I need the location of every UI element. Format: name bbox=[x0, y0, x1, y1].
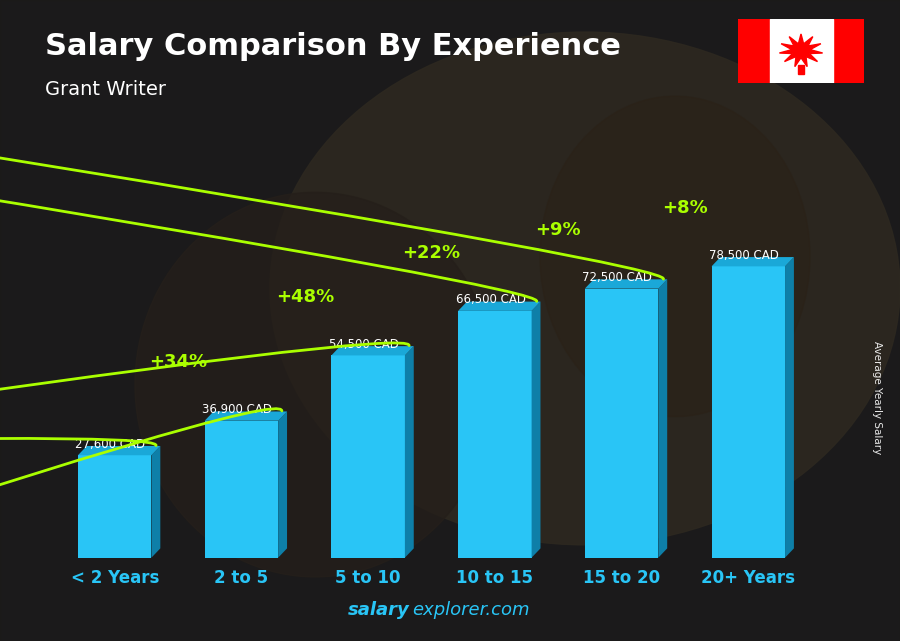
Polygon shape bbox=[331, 346, 414, 355]
Text: 36,900 CAD: 36,900 CAD bbox=[202, 403, 272, 416]
Text: +8%: +8% bbox=[662, 199, 707, 217]
Polygon shape bbox=[458, 302, 541, 311]
Ellipse shape bbox=[135, 192, 495, 577]
Polygon shape bbox=[151, 446, 160, 558]
Text: explorer.com: explorer.com bbox=[412, 601, 530, 619]
Text: +48%: +48% bbox=[275, 288, 334, 306]
Polygon shape bbox=[658, 279, 667, 558]
Text: +9%: +9% bbox=[536, 221, 581, 239]
Ellipse shape bbox=[270, 32, 900, 545]
Text: Average Yearly Salary: Average Yearly Salary bbox=[872, 341, 883, 454]
Bar bbox=[712, 267, 785, 558]
Polygon shape bbox=[712, 257, 794, 267]
Bar bbox=[78, 455, 151, 558]
Polygon shape bbox=[785, 257, 794, 558]
Text: 27,600 CAD: 27,600 CAD bbox=[76, 438, 146, 451]
Bar bbox=[331, 355, 405, 558]
Text: 54,500 CAD: 54,500 CAD bbox=[328, 338, 399, 351]
Bar bbox=[738, 19, 770, 83]
Text: +22%: +22% bbox=[402, 244, 461, 262]
Polygon shape bbox=[405, 346, 414, 558]
Bar bbox=[204, 420, 278, 558]
Polygon shape bbox=[78, 446, 160, 455]
Polygon shape bbox=[585, 279, 667, 288]
Polygon shape bbox=[204, 412, 287, 420]
Text: salary: salary bbox=[347, 601, 410, 619]
Text: 78,500 CAD: 78,500 CAD bbox=[709, 249, 778, 262]
Text: 72,500 CAD: 72,500 CAD bbox=[582, 271, 652, 284]
Text: +34%: +34% bbox=[149, 353, 207, 371]
Polygon shape bbox=[779, 34, 823, 67]
Text: Grant Writer: Grant Writer bbox=[45, 80, 166, 99]
Text: Salary Comparison By Experience: Salary Comparison By Experience bbox=[45, 32, 621, 61]
Bar bbox=[832, 19, 864, 83]
Polygon shape bbox=[278, 412, 287, 558]
Bar bbox=[770, 19, 832, 83]
Bar bbox=[458, 311, 532, 558]
Ellipse shape bbox=[540, 96, 810, 417]
Text: 66,500 CAD: 66,500 CAD bbox=[455, 294, 526, 306]
Bar bbox=[585, 288, 658, 558]
Bar bbox=[798, 65, 804, 74]
Polygon shape bbox=[532, 302, 541, 558]
